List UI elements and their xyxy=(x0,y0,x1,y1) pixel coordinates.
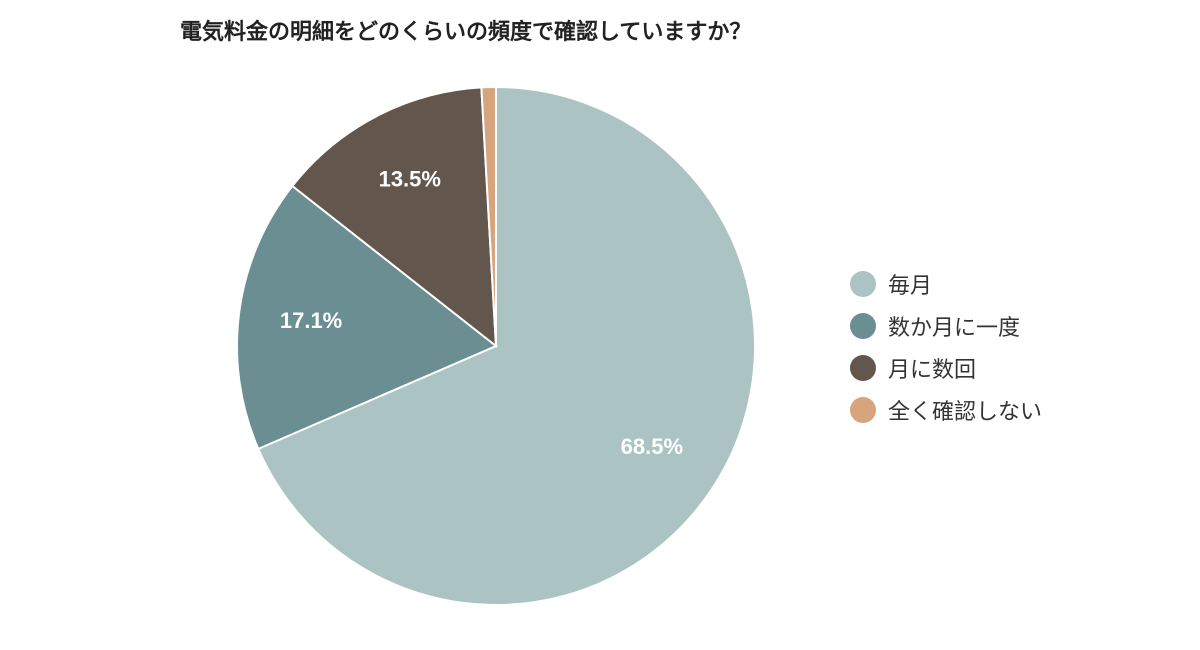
legend: 毎月 数か月に一度 月に数回 全く確認しない xyxy=(850,263,1042,431)
legend-item-never: 全く確認しない xyxy=(850,389,1042,431)
legend-swatch-every-few-months xyxy=(850,313,876,339)
legend-label-every-few-months: 数か月に一度 xyxy=(888,316,1021,341)
slice-never xyxy=(480,85,497,347)
pie-slices xyxy=(236,85,756,606)
legend-swatch-never xyxy=(850,397,876,423)
slice-label: 68.5% xyxy=(621,434,683,459)
legend-label-never: 全く確認しない xyxy=(888,400,1043,425)
legend-label-monthly: 毎月 xyxy=(888,274,933,299)
legend-item-monthly: 毎月 xyxy=(850,263,1042,305)
legend-item-every-few-months: 数か月に一度 xyxy=(850,305,1042,347)
legend-label-several-times-a-month: 月に数回 xyxy=(888,358,977,383)
legend-swatch-monthly xyxy=(850,271,876,297)
slice-label: 13.5% xyxy=(379,166,441,191)
slice-several-times-a-month xyxy=(290,86,498,349)
slice-labels: 68.5% 17.1% 13.5% xyxy=(280,166,683,459)
legend-item-several-times-a-month: 月に数回 xyxy=(850,347,1042,389)
slice-monthly xyxy=(256,85,756,606)
chart-title: 電気料金の明細をどのくらいの頻度で確認していますか？ xyxy=(180,20,752,45)
slice-every-few-months xyxy=(236,184,498,451)
legend-swatch-several-times-a-month xyxy=(850,355,876,381)
slice-label: 17.1% xyxy=(280,308,342,333)
